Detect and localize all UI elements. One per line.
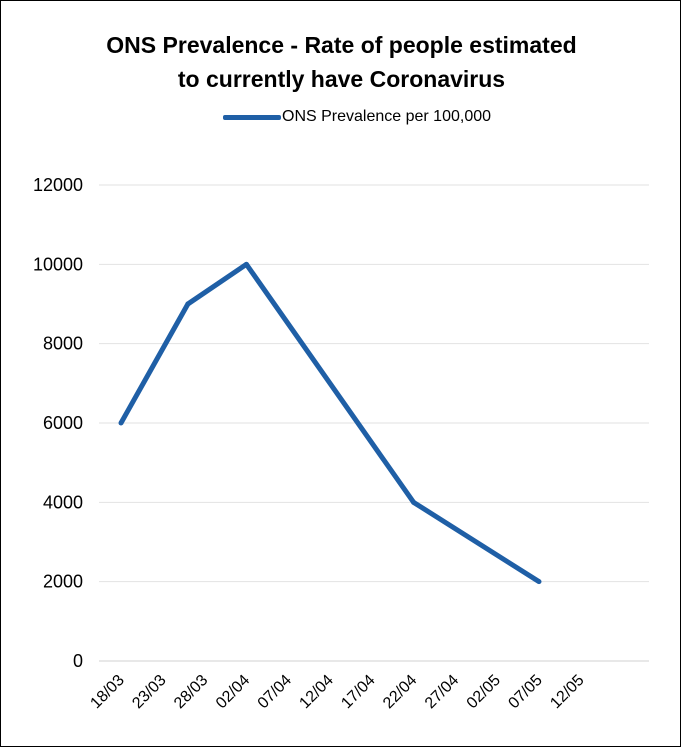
y-tick-label-8000: 8000 <box>43 334 83 354</box>
x-tick-label-02-05: 02/05 <box>464 672 504 712</box>
data-point-02-04 <box>243 261 249 267</box>
chart-title-line-2: to currently have Coronavirus <box>177 66 506 92</box>
x-tick-label-28-03: 28/03 <box>171 672 211 712</box>
x-tick-label-02-04: 02/04 <box>213 672 253 712</box>
data-point-22-04 <box>411 499 417 505</box>
legend-label: ONS Prevalence per 100,000 <box>282 108 492 125</box>
x-tick-label-23-03: 23/03 <box>129 672 169 712</box>
y-tick-label-4000: 4000 <box>43 492 83 512</box>
x-tick-label-12-05: 12/05 <box>547 672 587 712</box>
data-point-26-03 <box>185 301 191 307</box>
chart-title: ONS Prevalence - Rate of people estimate… <box>1 28 681 96</box>
x-tick-label-18-03: 18/03 <box>87 672 127 712</box>
y-tick-label-6000: 6000 <box>43 413 83 433</box>
chart-title-line-1: ONS Prevalence - Rate of people estimate… <box>106 32 577 58</box>
x-tick-label-07-05: 07/05 <box>505 672 545 712</box>
data-point-07-05 <box>536 579 542 585</box>
data-point-18-03 <box>118 420 124 426</box>
y-tick-label-12000: 12000 <box>33 175 83 195</box>
x-tick-label-27-04: 27/04 <box>422 672 462 712</box>
x-tick-label-22-04: 22/04 <box>380 672 420 712</box>
legend-swatch <box>223 114 281 120</box>
x-tick-label-07-04: 07/04 <box>255 672 295 712</box>
y-tick-label-10000: 10000 <box>33 254 83 274</box>
x-tick-label-12-04: 12/04 <box>296 672 336 712</box>
x-tick-label-17-04: 17/04 <box>338 672 378 712</box>
y-tick-label-2000: 2000 <box>43 572 83 592</box>
chart-legend: ONS Prevalence per 100,000 <box>223 105 491 129</box>
y-tick-label-0: 0 <box>73 651 83 671</box>
